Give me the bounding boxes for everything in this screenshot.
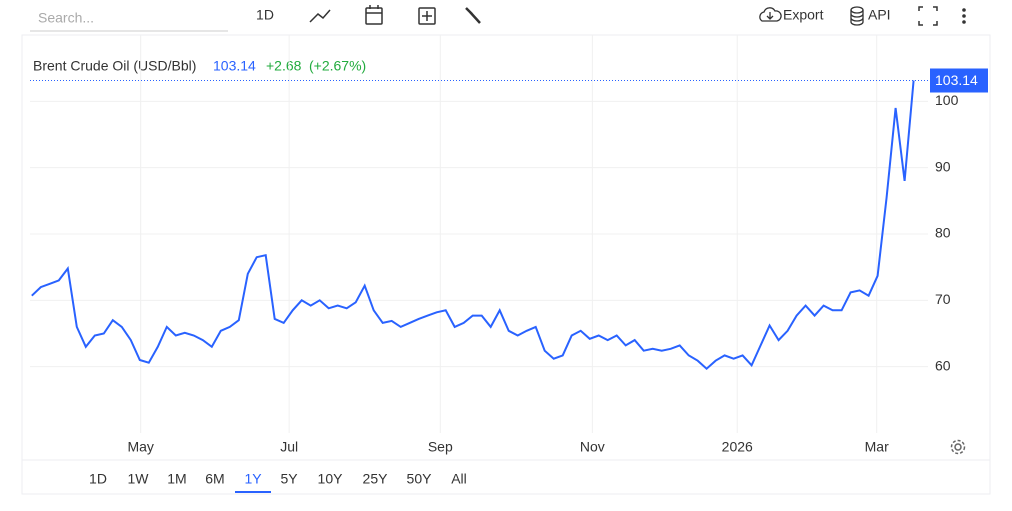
last-price-label: 103.14 <box>935 72 978 88</box>
x-tick-label: 2026 <box>722 439 753 455</box>
y-tick-label: 80 <box>935 225 951 241</box>
y-tick-label: 100 <box>935 92 959 108</box>
frame <box>21 34 991 495</box>
x-tick-label: Sep <box>428 439 453 455</box>
fullscreen-icon[interactable] <box>918 6 938 26</box>
plot <box>30 35 928 433</box>
range-button[interactable]: 10Y <box>318 471 344 487</box>
export-icon[interactable] <box>759 7 782 22</box>
y-tick-label: 70 <box>935 291 951 307</box>
search-placeholder: Search... <box>38 10 94 26</box>
last-price-tag <box>930 68 988 93</box>
y-tick-label: 60 <box>935 357 951 373</box>
last-value: 103.14 <box>213 58 256 74</box>
calendar-icon[interactable] <box>365 5 383 25</box>
compare-icon[interactable] <box>418 7 436 25</box>
range-button[interactable]: All <box>451 471 467 487</box>
series-name: Brent Crude Oil (USD/Bbl) <box>33 58 196 74</box>
interval-button[interactable]: 1D <box>256 7 274 23</box>
x-tick-label: May <box>127 439 153 455</box>
change: +2.68 <box>266 58 302 74</box>
price-line <box>31 80 915 371</box>
y-tick-label: 90 <box>935 158 951 174</box>
x-tick-label: Jul <box>280 439 298 455</box>
range-button[interactable]: 1D <box>89 471 107 487</box>
settings-wrench-icon[interactable] <box>465 7 481 24</box>
search-box[interactable] <box>30 6 228 31</box>
api-icon[interactable] <box>850 6 864 26</box>
range-button[interactable]: 25Y <box>363 471 389 487</box>
range-button[interactable]: 1W <box>128 471 150 487</box>
export-button[interactable]: Export <box>783 7 824 23</box>
gear-icon[interactable] <box>950 439 966 455</box>
change-percent: (+2.67%) <box>309 58 366 74</box>
x-tick-label: Nov <box>580 439 605 455</box>
range-button[interactable]: 5Y <box>280 471 298 487</box>
range-button[interactable]: 1M <box>167 471 186 487</box>
range-button[interactable]: 6M <box>205 471 224 487</box>
range-button[interactable]: 1Y <box>244 471 262 487</box>
api-button[interactable]: API <box>868 7 891 23</box>
x-tick-label: Mar <box>865 439 889 455</box>
range-button[interactable]: 50Y <box>407 471 433 487</box>
menu-icon[interactable] <box>962 8 966 24</box>
chart-type-icon[interactable] <box>309 9 331 23</box>
